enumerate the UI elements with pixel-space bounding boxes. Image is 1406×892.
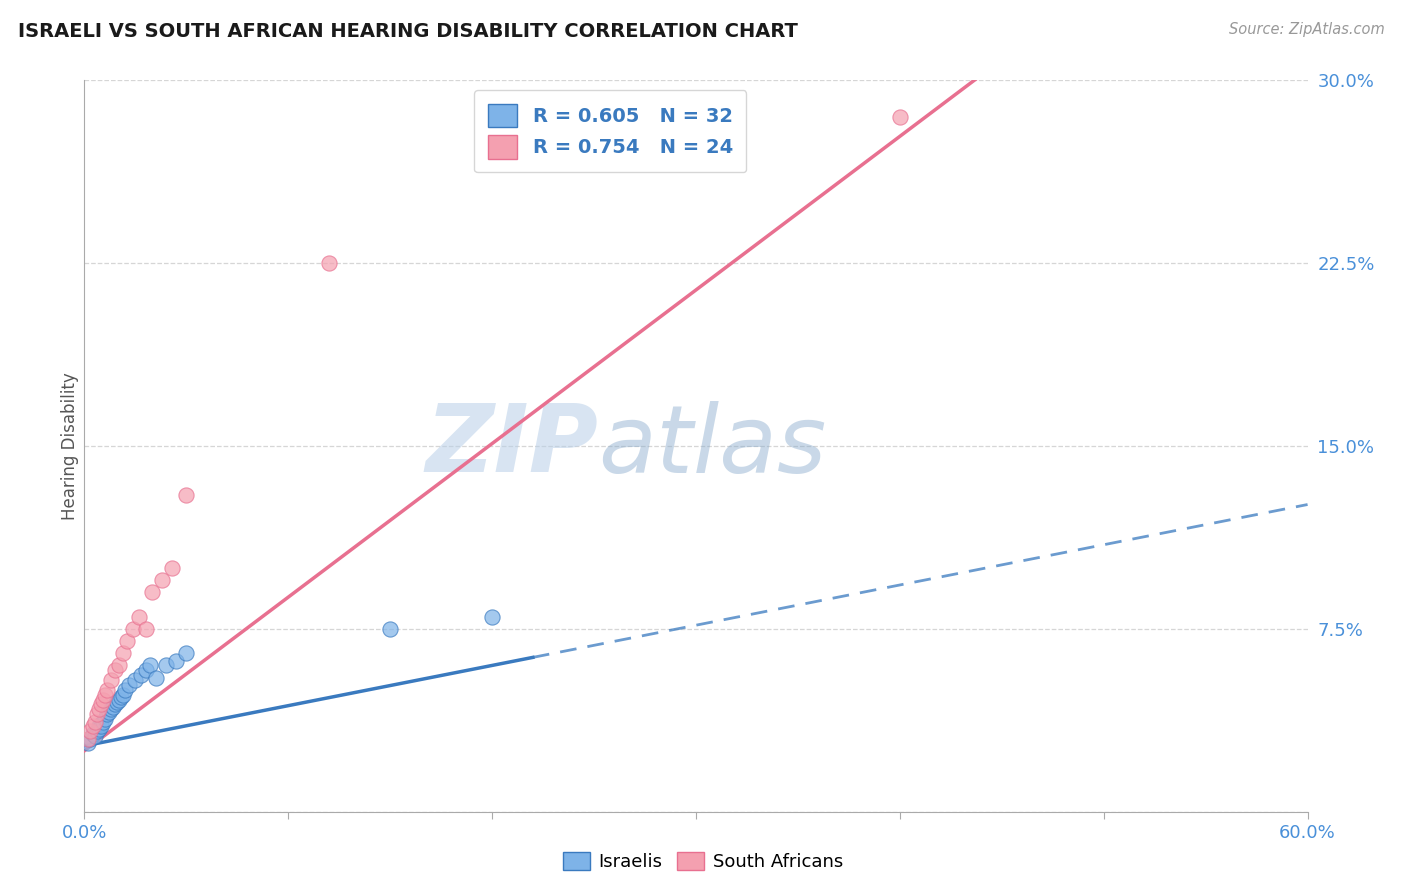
- Point: [77, 731, 100, 746]
- Text: atlas: atlas: [598, 401, 827, 491]
- Text: Source: ZipAtlas.com: Source: ZipAtlas.com: [1229, 22, 1385, 37]
- Point: [114, 682, 136, 697]
- Point: [150, 573, 173, 587]
- Legend: Israelis, South Africans: Israelis, South Africans: [555, 845, 851, 879]
- Point: [118, 678, 141, 692]
- Point: [318, 256, 340, 270]
- Point: [93, 712, 115, 726]
- Point: [91, 692, 114, 706]
- Point: [115, 634, 138, 648]
- Y-axis label: Hearing Disability: Hearing Disability: [62, 372, 80, 520]
- Point: [889, 110, 911, 124]
- Point: [90, 719, 112, 733]
- Point: [112, 646, 135, 660]
- Point: [165, 654, 187, 668]
- Point: [96, 682, 118, 697]
- Point: [93, 688, 115, 702]
- Point: [122, 622, 145, 636]
- Point: [104, 698, 127, 712]
- Point: [79, 731, 101, 746]
- Point: [79, 724, 101, 739]
- Legend: R = 0.605   N = 32, R = 0.754   N = 24: R = 0.605 N = 32, R = 0.754 N = 24: [474, 90, 747, 172]
- Point: [87, 722, 110, 736]
- Point: [82, 727, 104, 741]
- Point: [91, 714, 114, 729]
- Point: [97, 705, 120, 719]
- Point: [128, 609, 150, 624]
- Point: [96, 707, 118, 722]
- Text: ZIP: ZIP: [425, 400, 598, 492]
- Point: [100, 673, 122, 687]
- Point: [90, 717, 112, 731]
- Point: [100, 702, 122, 716]
- Point: [135, 622, 157, 636]
- Point: [155, 658, 177, 673]
- Point: [86, 707, 108, 722]
- Point: [135, 663, 157, 677]
- Point: [101, 699, 124, 714]
- Point: [82, 719, 104, 733]
- Point: [481, 609, 503, 624]
- Point: [83, 729, 105, 743]
- Point: [138, 658, 160, 673]
- Text: ISRAELI VS SOUTH AFRICAN HEARING DISABILITY CORRELATION CHART: ISRAELI VS SOUTH AFRICAN HEARING DISABIL…: [18, 22, 799, 41]
- Point: [110, 690, 132, 705]
- Point: [124, 673, 146, 687]
- Point: [104, 663, 127, 677]
- Point: [83, 714, 105, 729]
- Point: [380, 622, 402, 636]
- Point: [145, 671, 167, 685]
- Point: [108, 692, 131, 706]
- Point: [141, 585, 163, 599]
- Point: [90, 698, 112, 712]
- Point: [112, 688, 135, 702]
- Point: [174, 488, 197, 502]
- Point: [77, 736, 100, 750]
- Point: [86, 724, 108, 739]
- Point: [87, 702, 110, 716]
- Point: [174, 646, 197, 660]
- Point: [160, 561, 183, 575]
- Point: [108, 658, 131, 673]
- Point: [87, 719, 110, 733]
- Point: [105, 695, 128, 709]
- Point: [131, 668, 153, 682]
